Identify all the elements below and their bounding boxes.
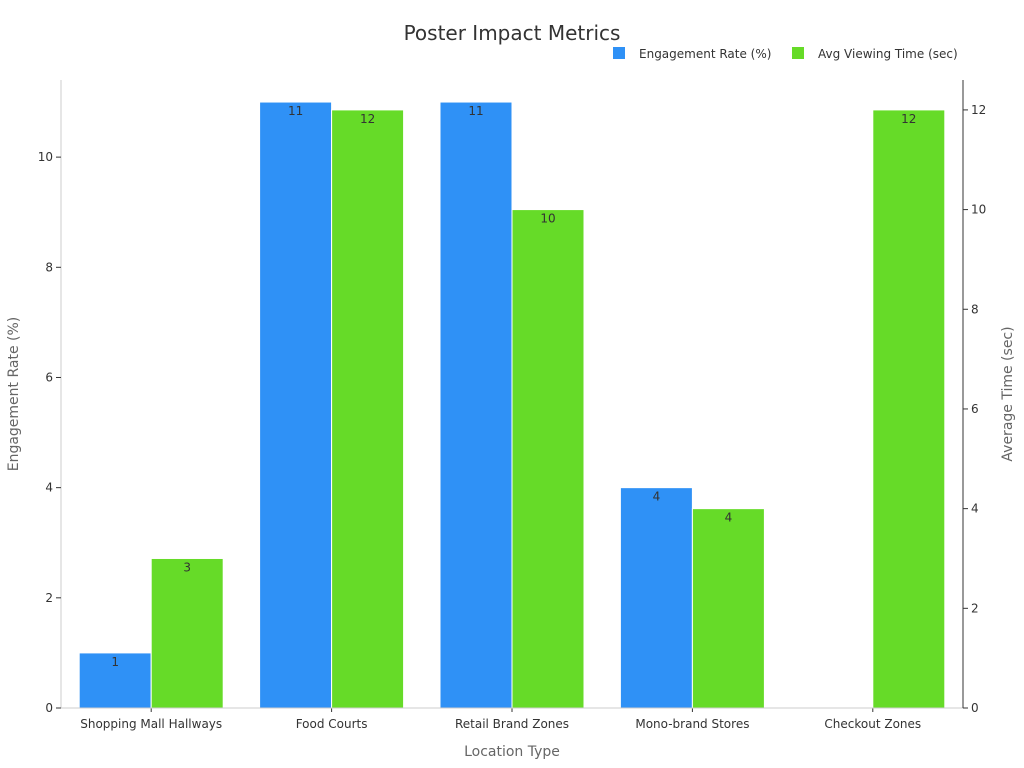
data-label-avg-viewing-time-sec-food-courts: 12 xyxy=(360,112,375,126)
data-label-avg-viewing-time-sec-mono-brand-stores: 4 xyxy=(725,511,733,525)
legend-swatch-engagement-rate xyxy=(613,47,625,59)
chart-title: Poster Impact Metrics xyxy=(404,21,621,45)
legend-swatch-avg-viewing-time-sec xyxy=(792,47,804,59)
data-label-avg-viewing-time-sec-shopping-mall-hallways: 3 xyxy=(183,560,191,574)
data-label-engagement-rate-food-courts: 11 xyxy=(288,104,303,118)
legend-label-avg-viewing-time-sec: Avg Viewing Time (sec) xyxy=(818,47,958,61)
y-axis-left-title: Engagement Rate (%) xyxy=(6,317,22,472)
bars xyxy=(78,101,946,709)
bar-labels: 1 3 11 12 11 10 4 4 12 xyxy=(111,104,916,669)
bar-avg-viewing-time-sec-mono-brand-stores xyxy=(691,508,765,709)
y-left-tick-label-6: 6 xyxy=(45,370,53,384)
data-label-engagement-rate-mono-brand-stores: 4 xyxy=(653,490,661,504)
bar-avg-viewing-time-sec-retail-brand-zones xyxy=(511,209,585,709)
bar-avg-viewing-time-sec-shopping-mall-hallways xyxy=(150,557,224,709)
y-right-tick-label-12: 12 xyxy=(971,103,986,117)
y-left-tick-label-4: 4 xyxy=(45,481,53,495)
bar-engagement-rate-mono-brand-stores xyxy=(619,487,693,709)
y-right-tick-label-10: 10 xyxy=(971,203,986,217)
y-left-tick-label-10: 10 xyxy=(38,150,53,164)
axes: Shopping Mall Hallways Food Courts Retail … xyxy=(38,80,986,731)
y-right-tick-label-6: 6 xyxy=(971,402,979,416)
x-tick-label-retail-brand-zones: Retail Brand Zones xyxy=(455,717,569,731)
bar-engagement-rate-shopping-mall-hallways xyxy=(78,652,152,709)
y-right-tick-label-8: 8 xyxy=(971,302,979,316)
y-right-tick-label-2: 2 xyxy=(971,601,979,615)
y-right-tick-label-4: 4 xyxy=(971,502,979,516)
legend-label-engagement-rate: Engagement Rate (%) xyxy=(639,47,771,61)
bar-avg-viewing-time-sec-food-courts xyxy=(331,109,405,709)
data-label-engagement-rate-shopping-mall-hallways: 1 xyxy=(111,655,119,669)
y-right-tick-label-0: 0 xyxy=(971,701,979,715)
x-tick-label-food-courts: Food Courts xyxy=(296,717,368,731)
data-label-avg-viewing-time-sec-retail-brand-zones: 10 xyxy=(540,212,555,226)
x-tick-label-checkout-zones: Checkout Zones xyxy=(824,717,921,731)
x-tick-label-mono-brand-stores: Mono-brand Stores xyxy=(635,717,749,731)
y-left-tick-label-2: 2 xyxy=(45,591,53,605)
y-axis-right-title: Average Time (sec) xyxy=(1000,326,1016,461)
bar-avg-viewing-time-sec-checkout-zones xyxy=(872,109,946,709)
data-label-avg-viewing-time-sec-checkout-zones: 12 xyxy=(901,112,916,126)
bar-engagement-rate-food-courts xyxy=(259,101,333,709)
y-left-tick-label-8: 8 xyxy=(45,260,53,274)
data-label-engagement-rate-retail-brand-zones: 11 xyxy=(468,104,483,118)
y-left-tick-label-0: 0 xyxy=(45,701,53,715)
bar-engagement-rate-retail-brand-zones xyxy=(439,101,513,709)
legend: Engagement Rate (%) Avg Viewing Time (sec… xyxy=(613,47,958,61)
x-tick-label-shopping-mall-hallways: Shopping Mall Hallways xyxy=(80,717,222,731)
x-axis-title: Location Type xyxy=(464,744,560,760)
